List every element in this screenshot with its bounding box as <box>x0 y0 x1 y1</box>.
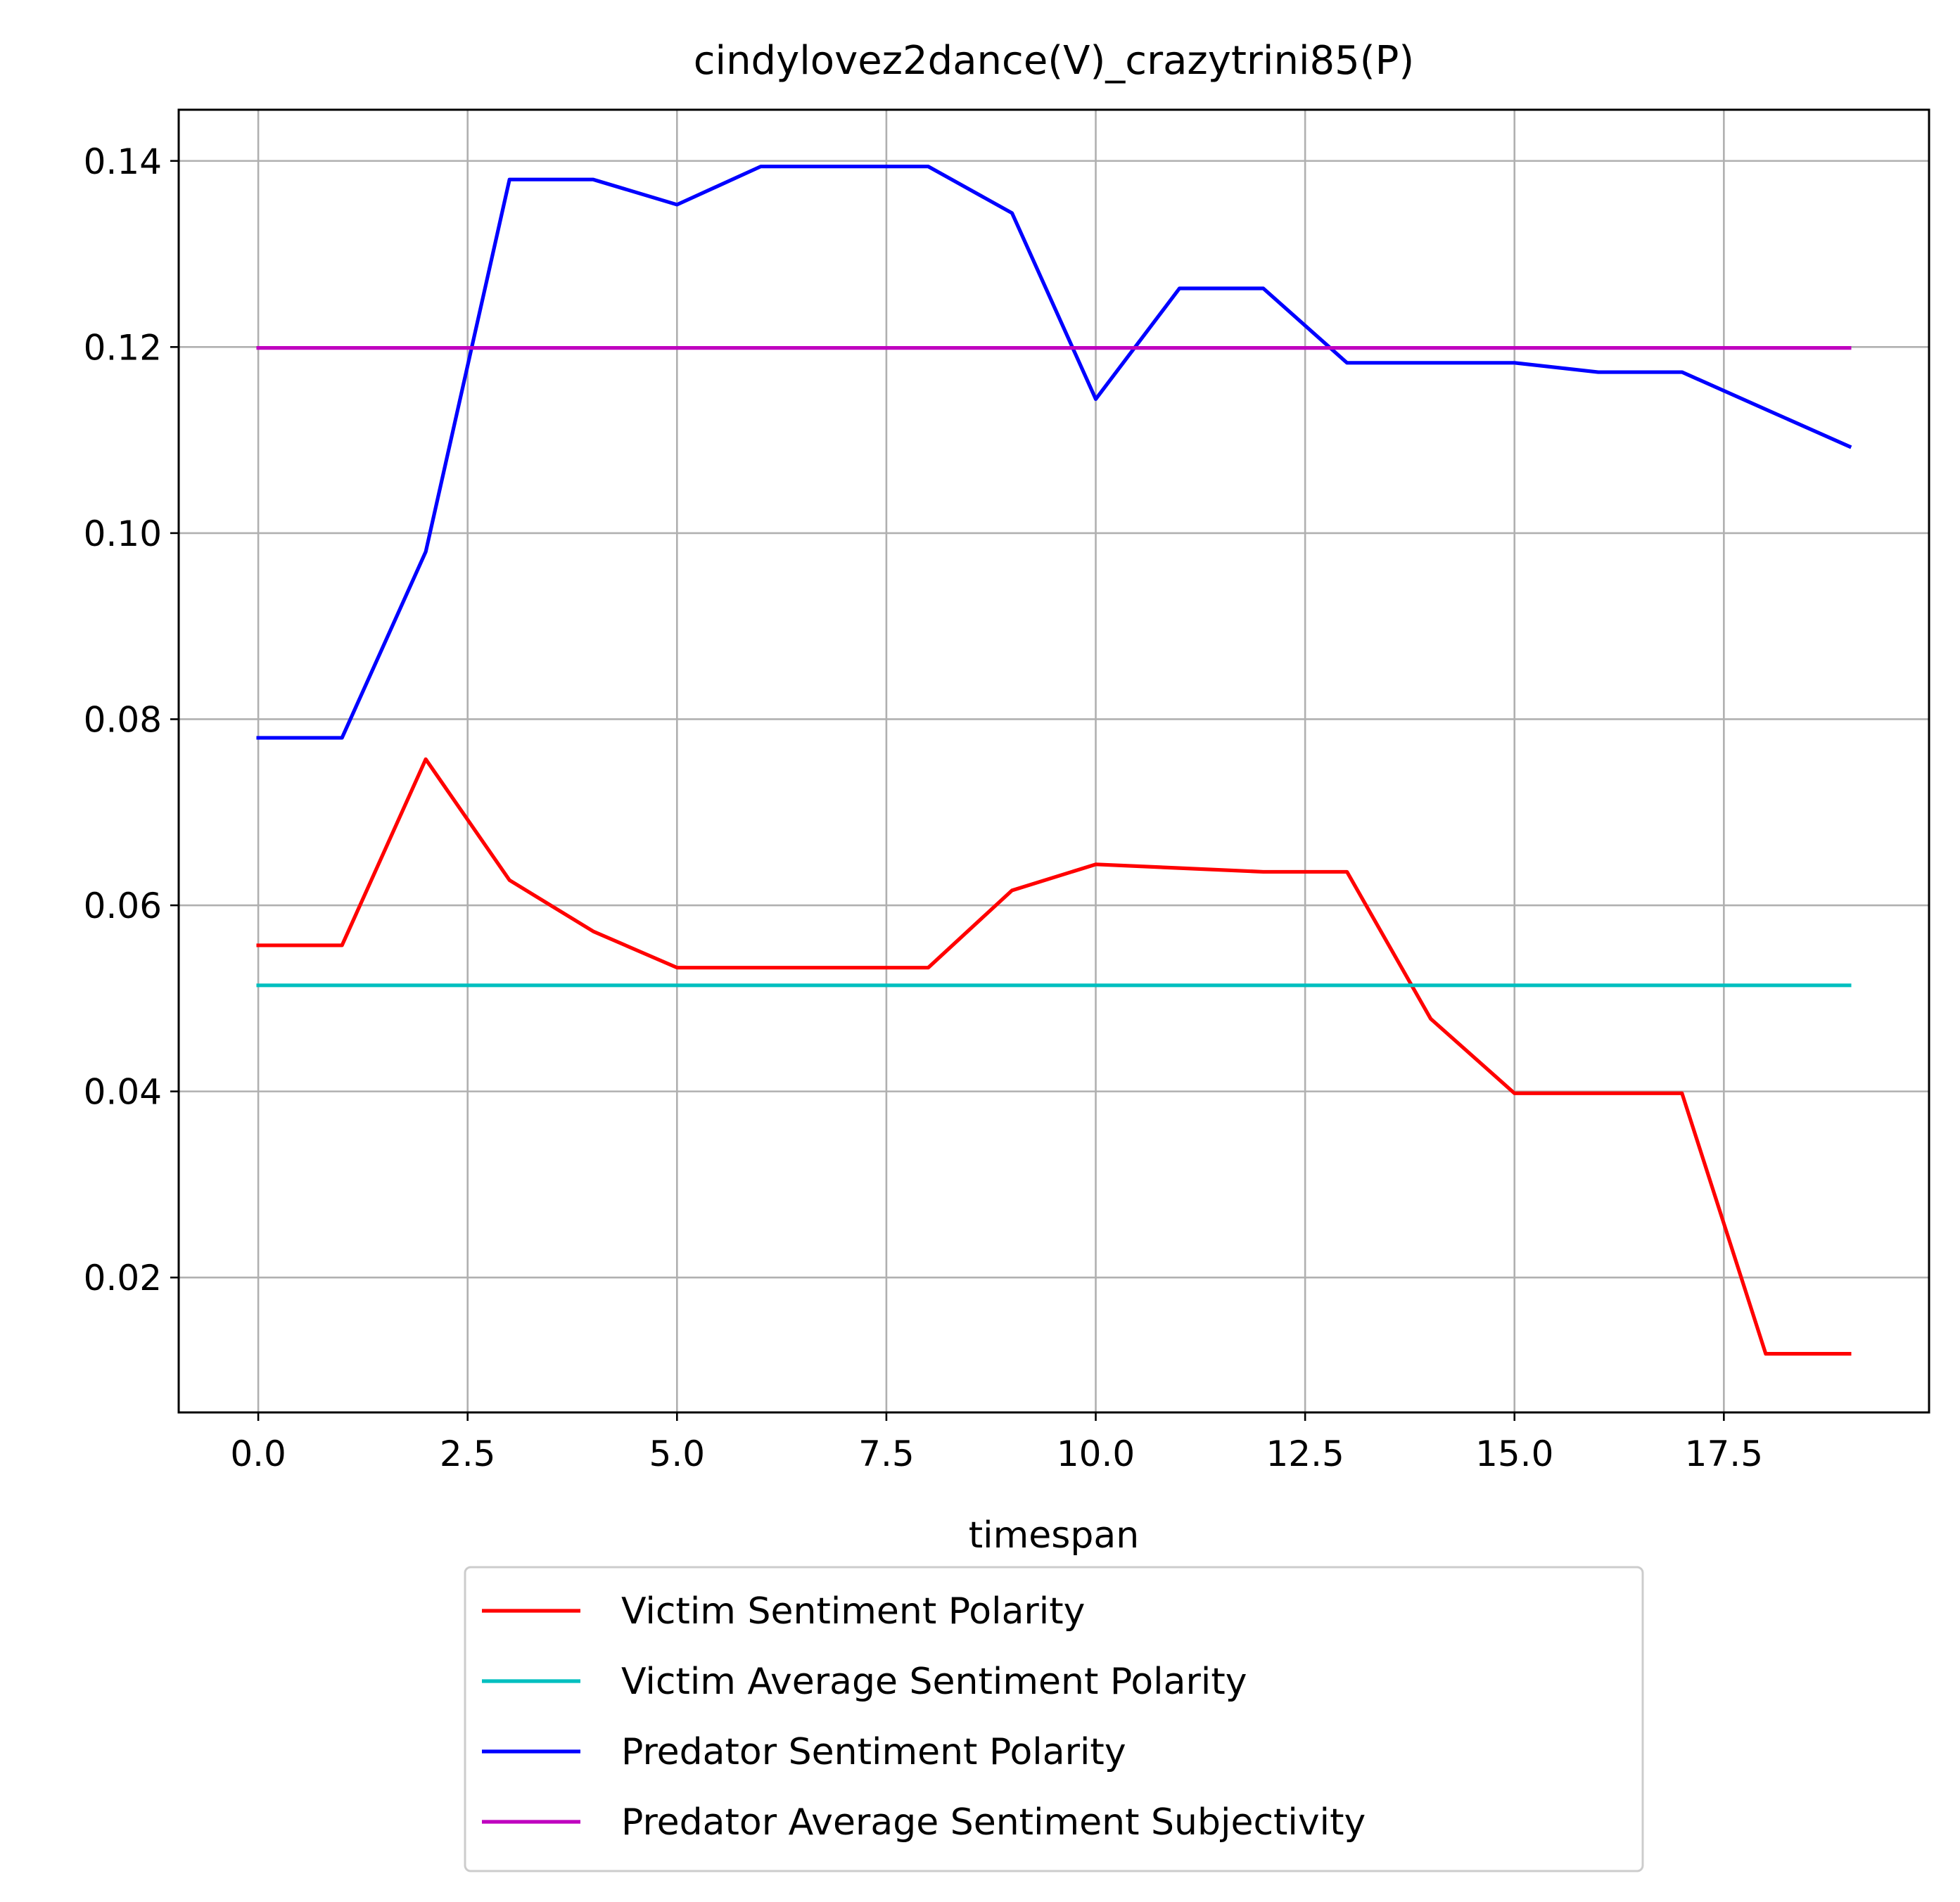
y-tick-label: 0.10 <box>84 513 162 554</box>
x-axis-label: timespan <box>969 1514 1139 1557</box>
series-line <box>256 757 1852 1356</box>
x-tick-label: 10.0 <box>1057 1434 1135 1474</box>
x-tick-label: 12.5 <box>1266 1434 1344 1474</box>
y-tick-label: 0.06 <box>84 886 162 926</box>
legend-frame <box>464 1566 1644 1872</box>
x-tick-label: 15.0 <box>1475 1434 1553 1474</box>
x-tick-label: 0.0 <box>230 1434 286 1474</box>
x-tick-label: 7.5 <box>858 1434 915 1474</box>
y-tick-label: 0.08 <box>84 699 162 740</box>
series-line <box>256 165 1852 740</box>
plot-frame <box>177 108 1930 1414</box>
y-tick-label: 0.04 <box>84 1072 162 1113</box>
y-tick-label: 0.02 <box>84 1258 162 1298</box>
axes: 0.0 2.5 5.0 7.5 10.0 12.5 15.0 17.5 0.02 0.04 0.06… <box>84 141 1763 1474</box>
series-lines <box>256 165 1852 1356</box>
legend: Victim Sentiment Polarity Victim Average … <box>464 1566 1644 1872</box>
x-tick-label: 5.0 <box>649 1434 706 1474</box>
x-tick-label: 17.5 <box>1685 1434 1763 1474</box>
legend-label: Victim Sentiment Polarity <box>621 1590 1085 1633</box>
chart-title: cindylovez2dance(V)_crazytrini85(P) <box>694 38 1415 84</box>
legend-label: Predator Average Sentiment Subjectivity <box>621 1801 1366 1844</box>
legend-label: Victim Average Sentiment Polarity <box>621 1661 1247 1703</box>
x-tick-label: 2.5 <box>440 1434 496 1474</box>
legend-label: Predator Sentiment Polarity <box>621 1731 1126 1773</box>
y-tick-label: 0.14 <box>84 141 162 182</box>
y-tick-label: 0.12 <box>84 327 162 368</box>
legend-items: Victim Sentiment Polarity Victim Average … <box>482 1590 1366 1844</box>
